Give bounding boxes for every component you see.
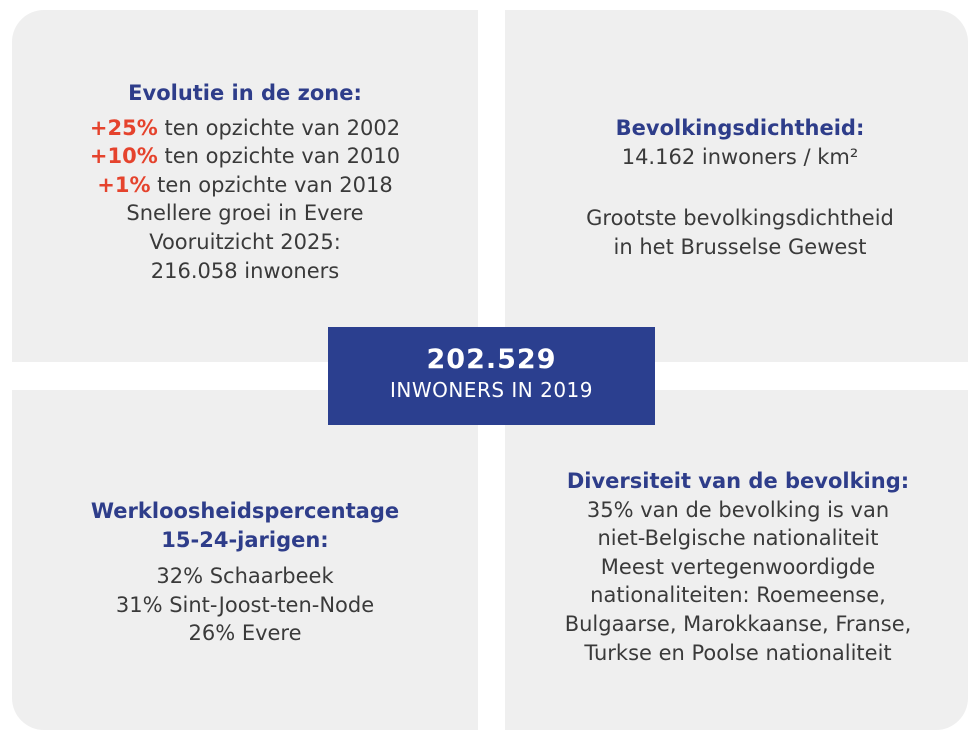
line: 32% Schaarbeek	[156, 564, 334, 589]
line: niet-Belgische nationaliteit	[597, 526, 879, 551]
line: Grootste bevolkingsdichtheid	[586, 206, 894, 231]
title: 15-24-jarigen:	[161, 527, 329, 552]
change: +1% ten opzichte van 2018	[12, 171, 478, 200]
panel	[12, 10, 478, 362]
center-value: 202.529	[426, 344, 557, 375]
line: 216.058 inwoners	[150, 258, 340, 283]
unemployment-block: Werkloosheidspercentage 15-24-jarigen: 3…	[12, 497, 478, 648]
title: Diversiteit van de bevolking:	[566, 469, 910, 493]
line: 26% Evere	[188, 621, 302, 646]
line: Meest vertegenwoordigde	[600, 554, 876, 579]
value: 14.162 inwoners / km²	[621, 144, 859, 169]
highlight: +25%	[89, 115, 158, 140]
text: ten opzichte van 2018	[157, 172, 393, 197]
evolution-block: Evolutie in de zone: +25% ten opzichte v…	[12, 79, 478, 285]
center-box: 202.529 INWONERS IN 2019	[328, 327, 655, 425]
change: +10% ten opzichte van 2010	[12, 142, 478, 171]
highlight: +1%	[97, 172, 151, 197]
line: 31% Sint-Joost-ten-Node	[115, 592, 375, 617]
panel	[505, 390, 968, 730]
title: Werkloosheidspercentage	[90, 499, 400, 523]
center-label: INWONERS IN 2019	[389, 378, 594, 402]
change: +25% ten opzichte van 2002	[12, 114, 478, 143]
line: nationaliteiten: Roemeense,	[590, 583, 886, 608]
line: Snellere groei in Evere	[126, 201, 364, 226]
diversity-block: Diversiteit van de bevolking: 35% van de…	[505, 467, 968, 667]
text: ten opzichte van 2010	[164, 144, 401, 169]
text: ten opzichte van 2002	[164, 115, 401, 140]
line: Bulgaarse, Marokkaanse, Franse,	[564, 611, 912, 636]
panel	[505, 10, 968, 362]
density-block: Bevolkingsdichtheid: 14.162 inwoners / k…	[505, 114, 968, 261]
line: in het Brusselse Gewest	[613, 234, 867, 259]
title: Evolutie in de zone:	[128, 81, 362, 105]
title: Bevolkingsdichtheid:	[615, 116, 865, 140]
line: Turkse en Poolse nationaliteit	[584, 640, 892, 665]
highlight: +10%	[89, 144, 158, 169]
line: Vooruitzicht 2025:	[149, 229, 341, 254]
panel	[12, 390, 478, 730]
line: 35% van de bevolking is van	[586, 497, 890, 522]
